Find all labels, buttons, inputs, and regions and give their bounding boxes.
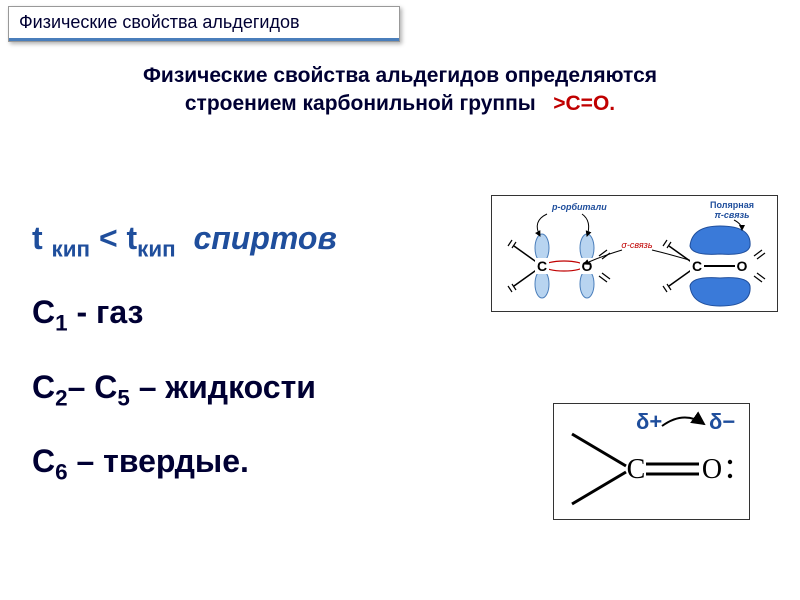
c5-sym: C	[94, 369, 117, 405]
right-c: C	[692, 258, 702, 274]
c6-sub: 6	[55, 460, 67, 485]
polarity-diagram: δ+ δ− C O	[553, 403, 750, 520]
c1-line: C1 - газ	[32, 294, 492, 336]
delta-plus: δ+	[636, 409, 662, 434]
sigma-label: σ-связь	[621, 240, 652, 250]
content-block: t кип < tкип спиртов C1 - газ C2– C5 – ж…	[32, 220, 492, 518]
left-molecule: C O	[508, 234, 610, 298]
bp-alcohols: спиртов	[193, 220, 336, 256]
title-box: Физические свойства альдегидов	[8, 6, 400, 42]
boiling-point-line: t кип < tкип спиртов	[32, 220, 492, 262]
orbital-svg: p-орбитали Полярная π-связь σ-связь C O	[492, 196, 777, 311]
orbital-diagram: p-орбитали Полярная π-связь σ-связь C O	[491, 195, 778, 312]
bp-sub1: кип	[52, 236, 91, 261]
right-o: O	[737, 258, 748, 274]
p-orbital-label: p-орбитали	[551, 202, 607, 212]
pi-label-1: Полярная	[710, 200, 754, 210]
left-o: O	[582, 258, 593, 274]
subtitle-line1: Физические свойства альдегидов определяю…	[143, 64, 657, 87]
right-molecule: C O	[663, 226, 765, 306]
c2-sym: C	[32, 369, 55, 405]
c6-line: C6 – твердые.	[32, 443, 492, 485]
left-c: C	[537, 258, 547, 274]
c2-text: – жидкости	[130, 369, 316, 405]
c6-text: – твердые.	[68, 443, 249, 479]
page-title: Физические свойства альдегидов	[9, 7, 399, 41]
c2-c5-line: C2– C5 – жидкости	[32, 369, 492, 411]
pol-o: O	[702, 454, 722, 485]
c1-sub: 1	[55, 311, 67, 336]
c6-sym: C	[32, 443, 55, 479]
pol-c: C	[627, 454, 646, 485]
delta-minus: δ−	[709, 409, 735, 434]
c5-sub: 5	[117, 385, 129, 410]
c1-sym: C	[32, 294, 55, 330]
c2-dash: –	[68, 369, 95, 405]
bp-t1: t	[32, 220, 43, 256]
subtitle: Физические свойства альдегидов определяю…	[0, 62, 800, 119]
subtitle-formula: >C=O.	[553, 92, 615, 115]
bp-lt: <	[99, 220, 118, 256]
polarity-svg: δ+ δ− C O	[554, 404, 749, 519]
bp-sub2: кип	[137, 236, 176, 261]
c2-sub: 2	[55, 385, 67, 410]
c1-text: - газ	[68, 294, 144, 330]
subtitle-line2a: строением карбонильной группы	[185, 92, 536, 115]
bp-t2: t	[127, 220, 138, 256]
pi-label-2: π-связь	[715, 210, 750, 220]
